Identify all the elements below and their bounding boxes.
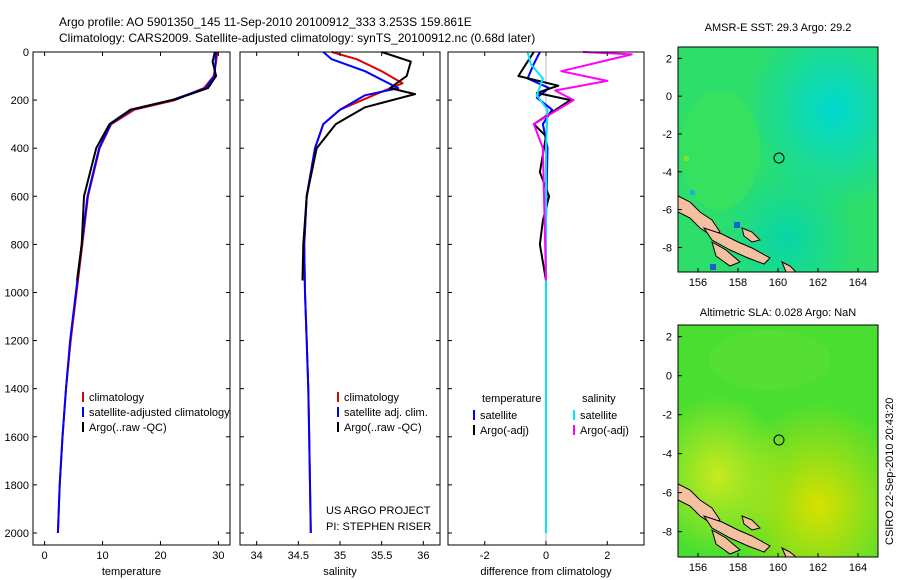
y-tick-label: 800	[11, 239, 29, 251]
x-tick-label: 0	[42, 550, 48, 562]
argo-location-marker	[773, 434, 785, 446]
map-y-tick-label: -4	[662, 167, 672, 179]
y-tick-label: 1000	[5, 287, 29, 299]
series-line-0-2	[76, 51, 218, 281]
map-x-tick-label: 162	[809, 277, 827, 289]
x-tick-label: 35	[334, 550, 346, 562]
map-y-tick-label: 2	[666, 53, 672, 65]
series-line-1-1	[303, 51, 400, 534]
map-x-tick-label: 164	[849, 277, 867, 289]
sla-map-panel: Altimetric SLA: 0.028 Argo: NaN 156 158 16…	[662, 307, 879, 574]
map-x-tick-label: 164	[849, 562, 867, 574]
figure-title-line2: Climatology: CARS2009. Satellite-adjuste…	[59, 31, 535, 45]
legend-label: satellite	[580, 410, 617, 422]
map-y-tick-label: -8	[662, 242, 672, 254]
map-x-tick-label: 156	[689, 562, 707, 574]
temperature-profile-panel: 0 10 20 30 0 200 400 600 800 1000 1200 1400 1600 1800…	[5, 47, 231, 578]
x-tick-label: 36	[417, 550, 429, 562]
series-line-0-0	[56, 51, 219, 534]
map-x-tick-label: 158	[729, 277, 747, 289]
map-y-tick-label: -8	[662, 527, 672, 539]
map-y-tick-label: -6	[662, 488, 672, 500]
legend-label: satellite-adjusted climatology	[89, 407, 230, 419]
y-tick-label: 1600	[5, 432, 29, 444]
legend-label: climatology	[344, 392, 400, 404]
map-x-tick-label: 162	[809, 562, 827, 574]
figure-title-line1: Argo profile: AO 5901350_145 11-Sep-2010…	[59, 15, 472, 29]
coastline-shape	[702, 227, 771, 265]
legend-label: Argo(..raw -QC)	[89, 422, 167, 434]
x-tick-label: 34.5	[288, 550, 309, 562]
legend-label: Argo(-adj)	[580, 425, 629, 437]
map-x-tick-label: 160	[769, 277, 787, 289]
series-line-2-0	[526, 51, 554, 533]
coastline-shape	[741, 515, 761, 531]
legend-label: Argo(-adj)	[480, 425, 529, 437]
x-tick-label: 35.5	[371, 550, 392, 562]
argo-location-marker	[773, 152, 785, 164]
x-tick-label: -2	[480, 550, 490, 562]
salinity-profile-panel: 34 34.5 35 35.5 36 salinity climatology satelli…	[239, 51, 441, 578]
coastline-shape	[711, 240, 741, 267]
x-tick-label: 0	[543, 550, 549, 562]
map-y-tick-label: -2	[662, 129, 672, 141]
x-tick-label: 20	[154, 550, 166, 562]
x-axis-label: temperature	[102, 566, 161, 578]
y-tick-label: 400	[11, 143, 29, 155]
y-tick-label: 1200	[5, 336, 29, 348]
y-tick-label: 2000	[5, 528, 29, 540]
x-axis-label: salinity	[323, 566, 357, 578]
plot-frame	[239, 51, 441, 546]
map-y-tick-label: 2	[666, 332, 672, 344]
map-y-tick-label: 0	[666, 371, 672, 383]
coastline-shape	[711, 528, 741, 555]
series-line-2-2	[526, 51, 549, 533]
legend-label: Argo(..raw -QC)	[344, 422, 422, 434]
x-tick-label: 34	[251, 550, 263, 562]
legend-label: satellite	[480, 410, 517, 422]
coastline-shape	[702, 515, 771, 553]
map-x-tick-label: 158	[729, 562, 747, 574]
map-x-tick-label: 156	[689, 277, 707, 289]
y-tick-label: 1400	[5, 384, 29, 396]
map-y-tick-label: -6	[662, 205, 672, 217]
x-tick-label: 30	[212, 550, 224, 562]
legend-label: satellite adj. clim.	[344, 407, 428, 419]
plot-frame	[32, 51, 231, 546]
sla-map-title: Altimetric SLA: 0.028 Argo: NaN	[700, 307, 857, 319]
x-axis-label: difference from climatology	[480, 566, 612, 578]
pi-label: PI: STEPHEN RISER	[326, 521, 431, 533]
legend-group-title: temperature	[482, 393, 541, 405]
sst-map-panel: AMSR-E SST: 29.3 Argo: 29.2 156 158 160 162…	[662, 22, 879, 289]
y-tick-label: 200	[11, 95, 29, 107]
y-tick-label: 0	[23, 47, 29, 59]
legend-group-title: salinity	[582, 393, 616, 405]
x-tick-label: 2	[604, 550, 610, 562]
csiro-timestamp: CSIRO 22-Sep-2010 20:43:20	[884, 398, 896, 545]
series-line-1-0	[303, 51, 404, 534]
series-line-1-2	[301, 51, 416, 281]
map-y-tick-label: 0	[666, 91, 672, 103]
legend-label: climatology	[89, 392, 145, 404]
map-x-tick-label: 160	[769, 562, 787, 574]
map-y-tick-label: -2	[662, 410, 672, 422]
sst-map-title: AMSR-E SST: 29.3 Argo: 29.2	[705, 22, 852, 34]
coastline-shape	[741, 227, 761, 243]
series-line-0-1	[56, 51, 218, 534]
x-tick-label: 10	[96, 550, 108, 562]
map-y-tick-label: -4	[662, 449, 672, 461]
series-line-2-3	[532, 51, 633, 281]
project-label: US ARGO PROJECT	[326, 505, 431, 517]
difference-profile-panel: -2 0 2 difference from climatology temperatu…	[447, 51, 645, 578]
y-tick-label: 1800	[5, 480, 29, 492]
y-tick-label: 600	[11, 191, 29, 203]
